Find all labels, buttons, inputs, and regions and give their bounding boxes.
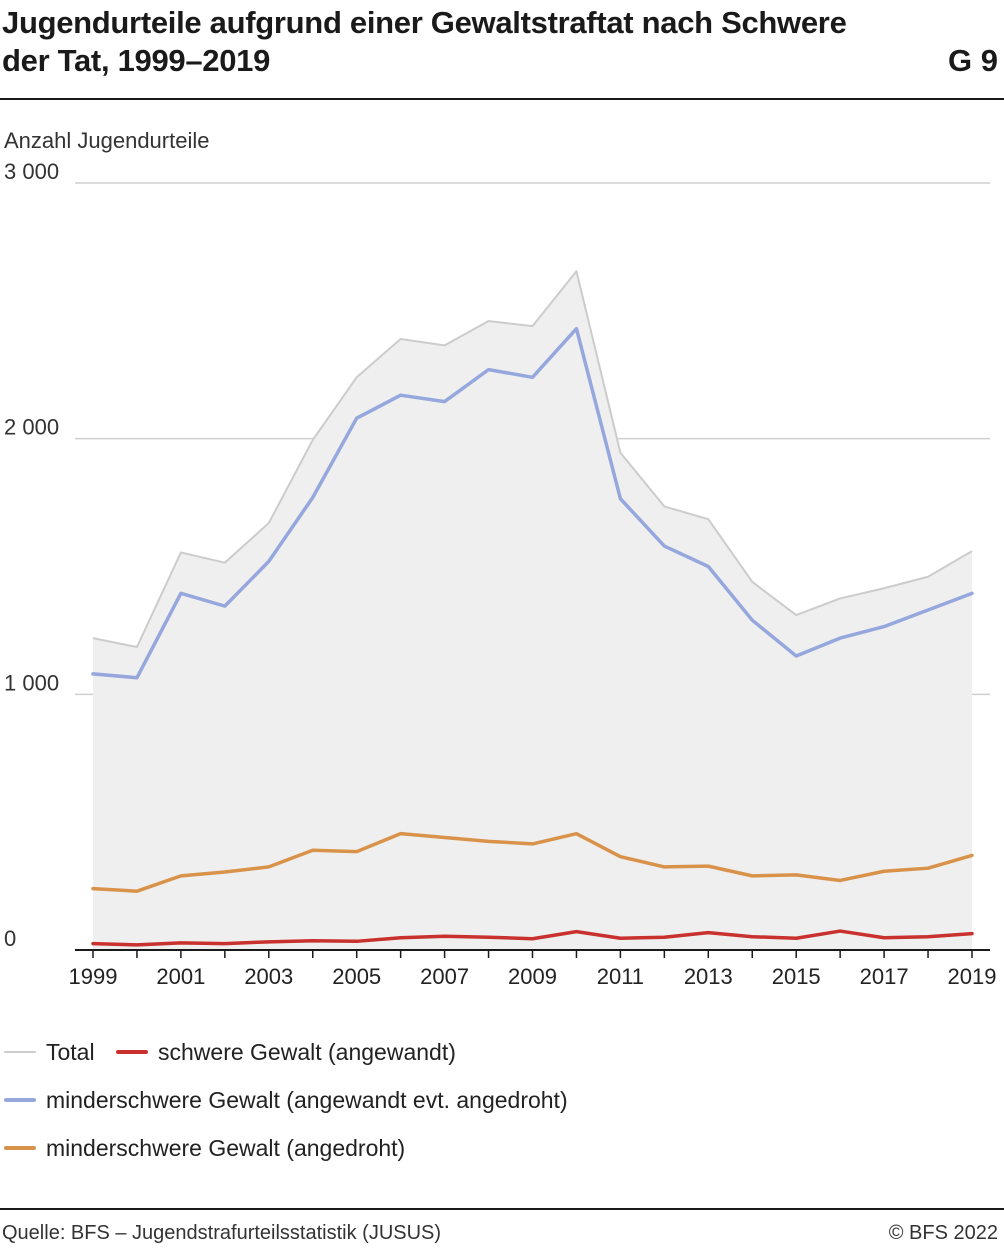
x-tick-label: 2007 <box>420 964 469 989</box>
legend-swatch-schwere-gewalt <box>116 1050 148 1054</box>
area-layer <box>93 271 972 950</box>
legend-swatch-total <box>4 1051 36 1053</box>
line-layer <box>91 270 974 947</box>
x-tick-label: 2015 <box>772 964 821 989</box>
legend-swatch-minderschwere-angedroht <box>4 1146 36 1150</box>
x-tick-label: 2019 <box>948 964 997 989</box>
figure-number: G 9 <box>948 43 998 78</box>
x-tick-label: 2005 <box>332 964 381 989</box>
y-tick-label: 0 <box>4 926 16 951</box>
source-note: Quelle: BFS – Jugendstrafurteilsstatisti… <box>2 1222 442 1244</box>
legend-item-schwere-gewalt: schwere Gewalt (angewandt) <box>116 1032 456 1072</box>
legend-label-minderschwere-angewandt: minderschwere Gewalt (angewandt evt. ang… <box>46 1086 568 1113</box>
legend-label-total: Total <box>46 1038 95 1065</box>
x-tick-label: 2009 <box>508 964 557 989</box>
y-axis-label: Anzahl Jugendurteile <box>4 128 210 153</box>
legend-item-minderschwere-angedroht: minderschwere Gewalt (angedroht) <box>4 1128 405 1168</box>
line-chart: 0 1 000 2 000 3 000 1999 2001 2003 2005 2007 2009… <box>4 160 996 989</box>
minderschwere-angedroht-line <box>91 831 974 893</box>
x-tick-label: 2003 <box>244 964 293 989</box>
copyright-note: © BFS 2022 <box>888 1222 998 1244</box>
x-tick-label: 1999 <box>69 964 118 989</box>
schwere-gewalt-line <box>91 929 974 947</box>
legend-label-schwere-gewalt: schwere Gewalt (angewandt) <box>158 1038 456 1065</box>
legend-item-minderschwere-angewandt: minderschwere Gewalt (angewandt evt. ang… <box>4 1080 568 1120</box>
legend-swatch-minderschwere-angewandt <box>4 1098 36 1102</box>
minderschwere-angewandt-line <box>91 326 974 680</box>
total-line <box>92 270 973 649</box>
y-tick-label: 3 000 <box>4 160 59 184</box>
total-area <box>93 271 972 950</box>
y-tick-label: 2 000 <box>4 415 59 440</box>
x-tick-label: 2001 <box>156 964 205 989</box>
y-tick-label: 1 000 <box>4 670 59 695</box>
x-tick-label: 2013 <box>684 964 733 989</box>
x-tick-label: 2017 <box>860 964 909 989</box>
x-tick-label: 2011 <box>597 964 644 989</box>
chart-title: Jugendurteile aufgrund einer Gewaltstraf… <box>2 5 847 78</box>
legend-label-minderschwere-angedroht: minderschwere Gewalt (angedroht) <box>46 1134 406 1161</box>
axis-layer: 0 1 000 2 000 3 000 1999 2001 2003 2005 2007 2009… <box>4 160 996 989</box>
bottom-divider <box>0 1208 1004 1210</box>
legend-item-total: Total <box>4 1032 95 1072</box>
top-divider <box>0 98 1004 100</box>
